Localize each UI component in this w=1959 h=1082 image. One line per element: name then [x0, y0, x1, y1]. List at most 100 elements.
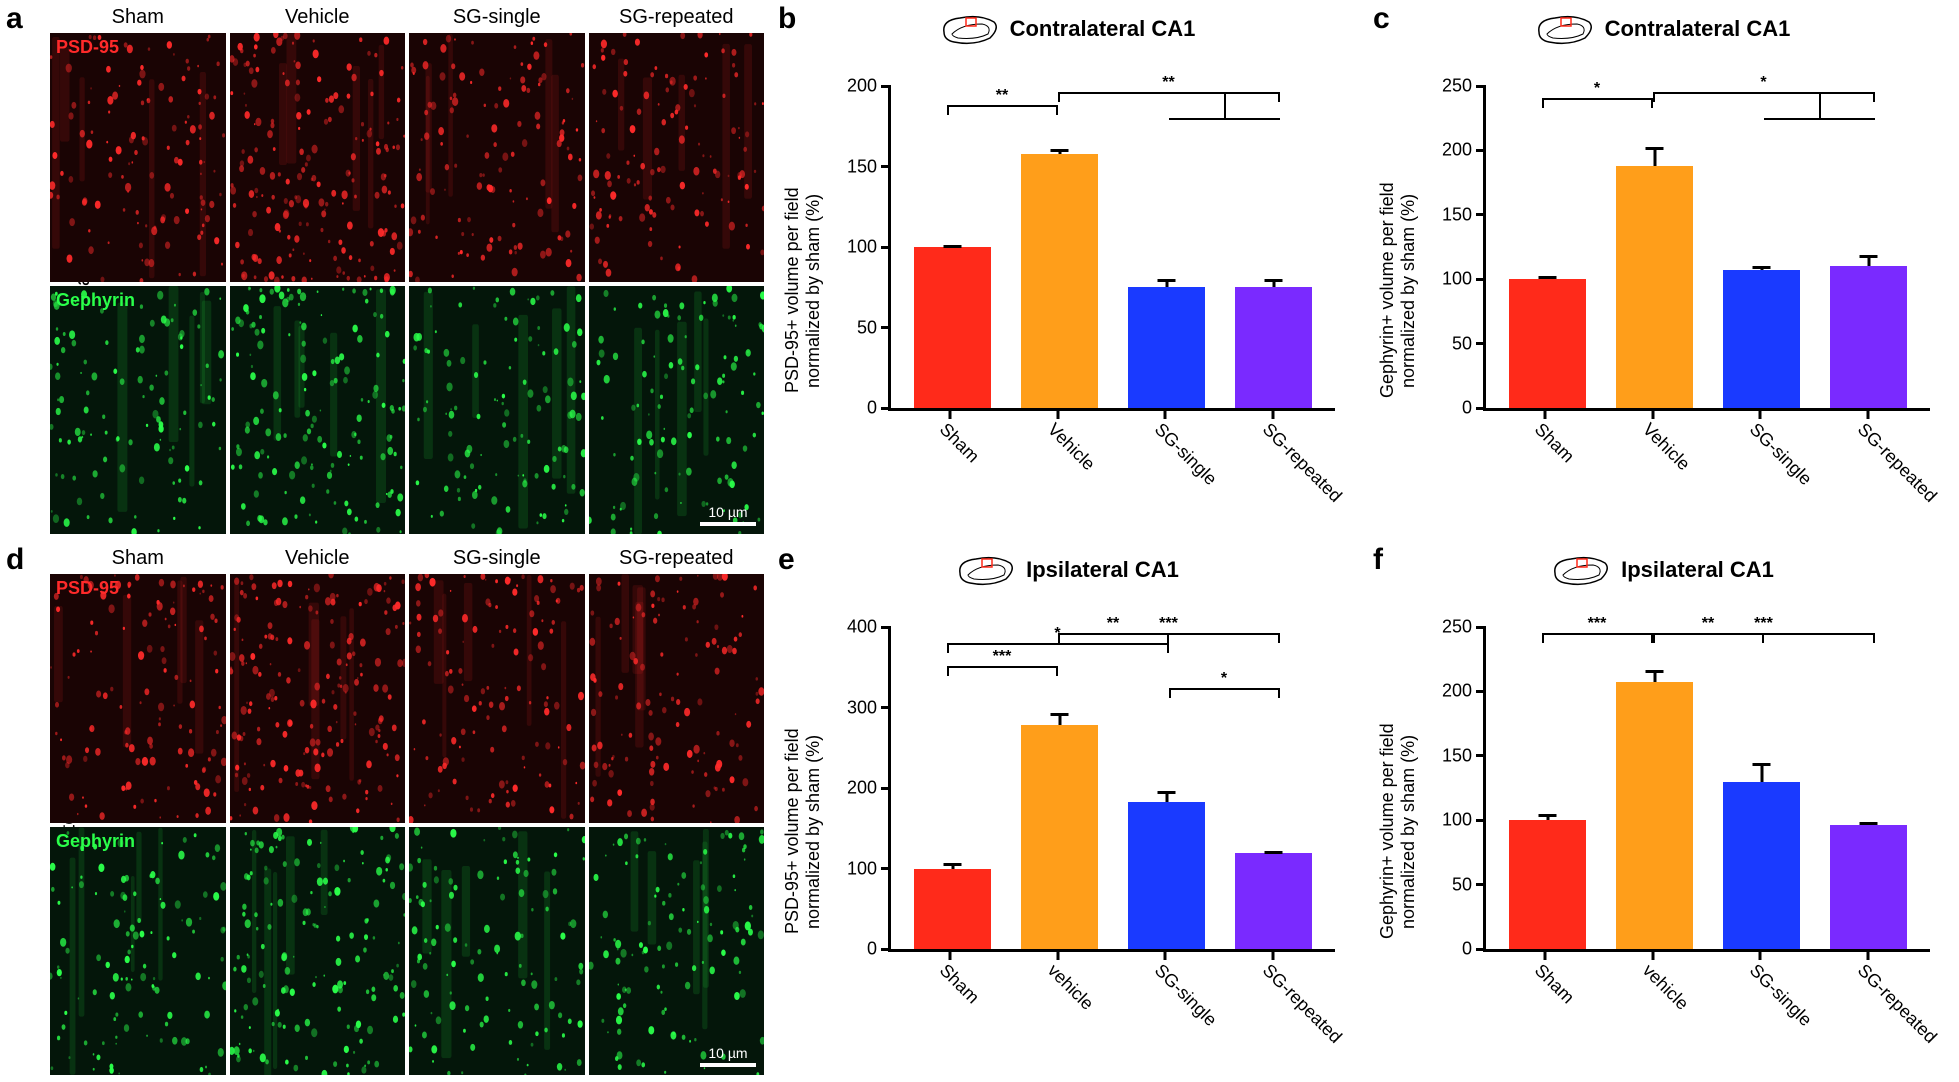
chart-title: Ipsilateral CA1: [1621, 557, 1774, 583]
y-tick-label: 0: [867, 398, 877, 419]
error-bar: [1165, 279, 1168, 287]
y-tick: [881, 948, 891, 951]
x-tick: [1543, 411, 1546, 419]
x-label: vehicle: [1638, 960, 1692, 1014]
significance-label: ***: [1159, 615, 1178, 633]
x-label-slot: SG-single: [1127, 411, 1205, 531]
chart-title: Contralateral CA1: [1605, 16, 1791, 42]
significance-group-bar: [1764, 118, 1875, 120]
panel-b: b Contralateral CA1PSD-95+ volume per fi…: [770, 0, 1365, 541]
significance-label: *: [1594, 80, 1600, 98]
x-tick: [1272, 952, 1275, 960]
x-label-slot: Vehicle: [1019, 411, 1097, 531]
bar: [1128, 802, 1205, 949]
y-tick-label: 100: [847, 858, 877, 879]
micrograph-tile: [409, 574, 585, 823]
y-tick-label: 250: [1442, 617, 1472, 638]
chart-title-row: Contralateral CA1: [1375, 12, 1950, 46]
brain-icon: [1535, 12, 1595, 46]
y-tick-label: 0: [867, 939, 877, 960]
x-label: SG-repeated: [1853, 960, 1941, 1048]
x-label: Sham: [935, 960, 983, 1008]
micrograph-tile: PSD-95: [50, 574, 226, 823]
col-header: SG-repeated: [589, 6, 765, 29]
axis-area: 050100150200250********ShamvehicleSG-sin…: [1427, 591, 1950, 1072]
y-tick-label: 200: [847, 778, 877, 799]
axis-area: 050100150200250**ShamVehicleSG-singleSG-…: [1427, 50, 1950, 531]
scalebar-text: 10 µm: [708, 504, 747, 520]
y-axis-label: Gephyrin+ volume per fieldnormalized by …: [1375, 591, 1421, 1072]
y-tick: [881, 787, 891, 790]
panel-c: c Contralateral CA1Gephyrin+ volume per …: [1365, 0, 1959, 541]
bar: [1616, 166, 1693, 408]
chart-body: PSD-95+ volume per fieldnormalized by sh…: [780, 591, 1355, 1072]
x-label-slot: SG-single: [1722, 411, 1800, 531]
micrograph-tile: [409, 286, 585, 535]
panel-tag-b: b: [778, 2, 796, 36]
y-tick: [1476, 948, 1486, 951]
bars-container: [891, 86, 1335, 408]
bar: [1830, 266, 1907, 408]
y-tick-label: 100: [1442, 810, 1472, 831]
x-label-slot: Sham: [1506, 952, 1584, 1072]
micrograph-tile: 10 µm: [589, 286, 765, 535]
y-tick: [1476, 690, 1486, 693]
bar: [1021, 725, 1098, 949]
scalebar-line: [700, 1063, 756, 1067]
axis-area: 0100200300400**********ShamvehicleSG-sin…: [832, 591, 1355, 1072]
significance-bracket: [1653, 92, 1875, 100]
y-axis-label: Gephyrin+ volume per fieldnormalized by …: [1375, 50, 1421, 531]
y-tick: [881, 706, 891, 709]
panel-tag-e: e: [778, 543, 795, 577]
col-headers-a: Sham Vehicle SG-single SG-repeated: [46, 6, 764, 29]
x-tick: [1867, 952, 1870, 960]
bar: [1235, 287, 1312, 408]
micrograph-tile: [230, 827, 406, 1076]
col-header: Sham: [50, 547, 226, 570]
y-tick-label: 200: [1442, 140, 1472, 161]
scalebar-text: 10 µm: [708, 1045, 747, 1061]
error-bar: [1546, 814, 1549, 821]
x-label: SG-single: [1746, 960, 1817, 1031]
panel-e: e Ipsilateral CA1PSD-95+ volume per fiel…: [770, 541, 1365, 1082]
x-label: Vehicle: [1638, 419, 1694, 475]
scalebar: 10 µm: [700, 504, 756, 526]
x-label: Sham: [935, 419, 983, 467]
panel-tag-f: f: [1373, 543, 1383, 577]
x-labels: ShamVehicleSG-singleSG-repeated: [1483, 411, 1930, 531]
y-tick: [1476, 149, 1486, 152]
micro-grid-d: PSD-95Gephyrin10 µm: [46, 574, 764, 1075]
x-label-slot: Sham: [911, 952, 989, 1072]
y-tick: [1476, 278, 1486, 281]
y-tick: [881, 85, 891, 88]
y-tick: [1476, 85, 1486, 88]
y-tick: [1476, 883, 1486, 886]
y-tick-label: 50: [857, 317, 877, 338]
error-bar: [1760, 266, 1763, 270]
plot-area: 050100150200****: [888, 86, 1335, 411]
x-tick: [1867, 411, 1870, 419]
bar-wrap: [1723, 627, 1800, 949]
bar-wrap: [1723, 86, 1800, 408]
figure-root: a Contralateral CA1 Sham Vehicle SG-sing…: [0, 0, 1959, 1082]
micro-grid-a: PSD-95Gephyrin10 µm: [46, 33, 764, 534]
significance-label: **: [1162, 74, 1174, 92]
bar: [1723, 270, 1800, 408]
x-label-slot: SG-single: [1127, 952, 1205, 1072]
bar: [1235, 853, 1312, 949]
col-header: Vehicle: [230, 6, 406, 29]
y-tick-label: 100: [1442, 269, 1472, 290]
significance-bracket: [1653, 633, 1875, 641]
bar-wrap: [1128, 86, 1205, 408]
error-bar: [951, 863, 954, 868]
bar: [1830, 825, 1907, 949]
x-tick: [1272, 411, 1275, 419]
significance-bracket: [1169, 688, 1280, 696]
x-label: SG-single: [1746, 419, 1817, 490]
col-header: SG-repeated: [589, 547, 765, 570]
brain-icon: [940, 12, 1000, 46]
y-tick: [881, 407, 891, 410]
y-tick-label: 150: [847, 156, 877, 177]
bar-wrap: [1616, 627, 1693, 949]
y-tick-label: 400: [847, 617, 877, 638]
